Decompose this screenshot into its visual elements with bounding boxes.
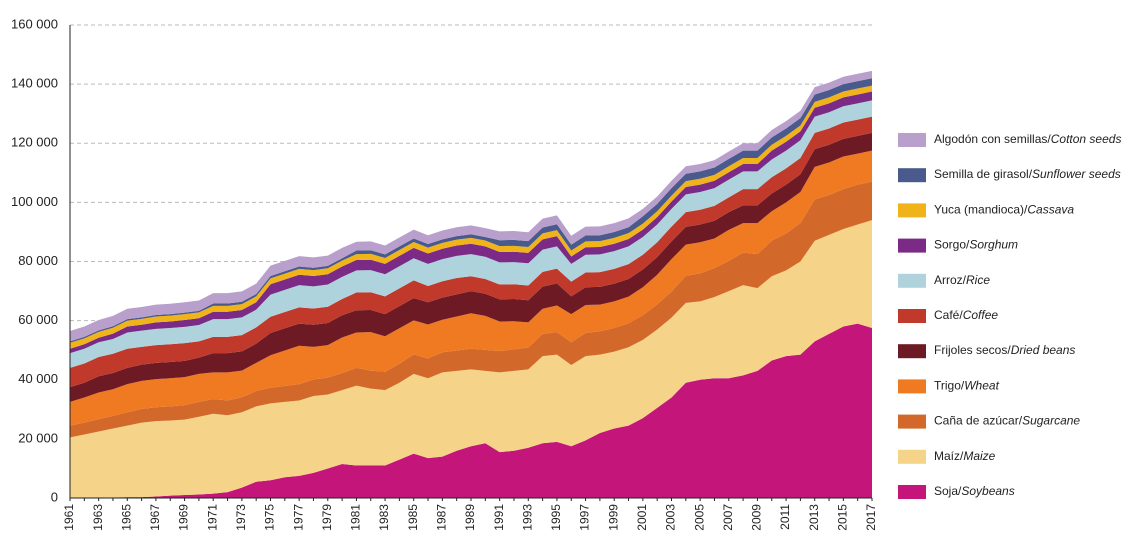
legend-label-en: Maize bbox=[963, 449, 995, 463]
x-tick-label: 2011 bbox=[778, 504, 792, 530]
legend-label-en: Sugarcane bbox=[1022, 414, 1080, 428]
x-tick-label: 1969 bbox=[177, 504, 191, 531]
x-tick-label: 1963 bbox=[91, 504, 105, 531]
legend-label: Sorgo/Sorghum bbox=[934, 238, 1018, 252]
x-tick-label: 1983 bbox=[377, 504, 391, 531]
legend-label: Trigo/Wheat bbox=[934, 379, 1000, 393]
legend-label: Café/Coffee bbox=[934, 308, 998, 322]
x-tick-label: 1973 bbox=[234, 504, 248, 531]
legend-label-en: Soybeans bbox=[961, 484, 1014, 498]
legend-swatch bbox=[898, 309, 926, 323]
y-tick-label: 100 000 bbox=[11, 194, 58, 209]
x-tick-label: 1991 bbox=[492, 504, 506, 531]
y-tick-label: 20 000 bbox=[18, 430, 58, 445]
legend-swatch bbox=[898, 449, 926, 464]
area bbox=[70, 100, 872, 368]
area bbox=[70, 85, 872, 349]
x-tick-label: 1993 bbox=[520, 504, 534, 531]
legend-label-es: Café/ bbox=[934, 308, 963, 322]
x-tick-label: 2009 bbox=[750, 504, 764, 531]
x-tick-label: 1961 bbox=[62, 504, 76, 531]
legend-swatch bbox=[898, 485, 926, 499]
legend-swatch bbox=[898, 379, 926, 394]
x-tick-label: 1999 bbox=[606, 504, 620, 531]
legend-swatch bbox=[898, 344, 926, 359]
x-tick-label: 2001 bbox=[635, 504, 649, 531]
x-tick-label: 2007 bbox=[721, 504, 735, 531]
legend-label-es: Maíz/ bbox=[934, 449, 964, 463]
legend-label-en: Sunflower seeds bbox=[1032, 167, 1121, 181]
x-tick-label: 1985 bbox=[406, 504, 420, 531]
x-tick-label: 1975 bbox=[263, 504, 277, 531]
legend-label: Yuca (mandioca)/Cassava bbox=[934, 203, 1074, 217]
x-tick-label: 2017 bbox=[864, 504, 878, 531]
legend-label-en: Wheat bbox=[964, 379, 999, 393]
legend-label: Arroz/Rice bbox=[934, 273, 990, 287]
legend-label: Frijoles secos/Dried beans bbox=[934, 343, 1075, 357]
legend-swatch bbox=[898, 203, 926, 218]
x-tick-label: 2005 bbox=[692, 504, 706, 531]
area bbox=[70, 220, 872, 499]
legend-label-es: Algodón con semillas/ bbox=[934, 132, 1051, 146]
legend-label-es: Caña de azúcar/ bbox=[934, 414, 1023, 428]
legend-label: Maíz/Maize bbox=[934, 449, 996, 463]
y-tick-label: 60 000 bbox=[18, 312, 58, 327]
area bbox=[70, 181, 872, 438]
x-tick-label: 1977 bbox=[291, 504, 305, 531]
x-tick-label: 1979 bbox=[320, 504, 334, 531]
area bbox=[70, 323, 872, 498]
x-tick-label: 1967 bbox=[148, 504, 162, 531]
area bbox=[70, 116, 872, 388]
area bbox=[70, 132, 872, 402]
legend-label-en: Cassava bbox=[1027, 203, 1074, 217]
legend-label-en: Sorghum bbox=[969, 238, 1018, 252]
x-tick-label: 1989 bbox=[463, 504, 477, 531]
legend-label-es: Frijoles secos/ bbox=[934, 343, 1011, 357]
legend-swatch bbox=[898, 414, 926, 429]
y-tick-label: 140 000 bbox=[11, 76, 58, 91]
area bbox=[70, 70, 872, 342]
x-tick-label: 1981 bbox=[349, 504, 363, 531]
y-tick-label: 120 000 bbox=[11, 135, 58, 150]
x-tick-label: 1971 bbox=[205, 504, 219, 531]
y-tick-label: 160 000 bbox=[11, 16, 58, 31]
legend-label: Soja/Soybeans bbox=[934, 484, 1015, 498]
x-tick-label: 1995 bbox=[549, 504, 563, 531]
legend-label-en: Rice bbox=[966, 273, 990, 287]
area bbox=[70, 78, 872, 343]
legend-label-en: Cotton seeds bbox=[1051, 132, 1122, 146]
legend-label-es: Trigo/ bbox=[934, 379, 965, 393]
x-tick-label: 1987 bbox=[435, 504, 449, 531]
legend-label-en: Coffee bbox=[963, 308, 999, 322]
legend-label-es: Yuca (mandioca)/ bbox=[934, 203, 1028, 217]
legend-label-es: Semilla de girasol/ bbox=[934, 167, 1033, 181]
y-tick-label: 40 000 bbox=[18, 371, 58, 386]
legend-swatch bbox=[898, 168, 926, 183]
x-tick-label: 1965 bbox=[119, 504, 133, 531]
x-tick-label: 2013 bbox=[807, 504, 821, 531]
legend-label: Algodón con semillas/Cotton seeds bbox=[934, 132, 1121, 146]
legend-swatch bbox=[898, 133, 926, 147]
y-tick-label: 0 bbox=[51, 489, 58, 504]
x-tick-label: 1997 bbox=[578, 504, 592, 531]
area bbox=[70, 150, 872, 426]
area bbox=[70, 91, 872, 354]
legend-swatch bbox=[898, 238, 926, 253]
legend-label-es: Soja/ bbox=[934, 484, 962, 498]
legend-label: Caña de azúcar/Sugarcane bbox=[934, 414, 1080, 428]
legend-label: Semilla de girasol/Sunflower seeds bbox=[934, 167, 1121, 181]
x-tick-label: 2003 bbox=[664, 504, 678, 531]
legend-label-en: Dried beans bbox=[1011, 343, 1076, 357]
x-tick-label: 2015 bbox=[836, 504, 850, 531]
legend-label-es: Arroz/ bbox=[934, 273, 967, 287]
legend-label-es: Sorgo/ bbox=[934, 238, 970, 252]
legend-swatch bbox=[898, 273, 926, 288]
y-tick-label: 80 000 bbox=[18, 253, 58, 268]
